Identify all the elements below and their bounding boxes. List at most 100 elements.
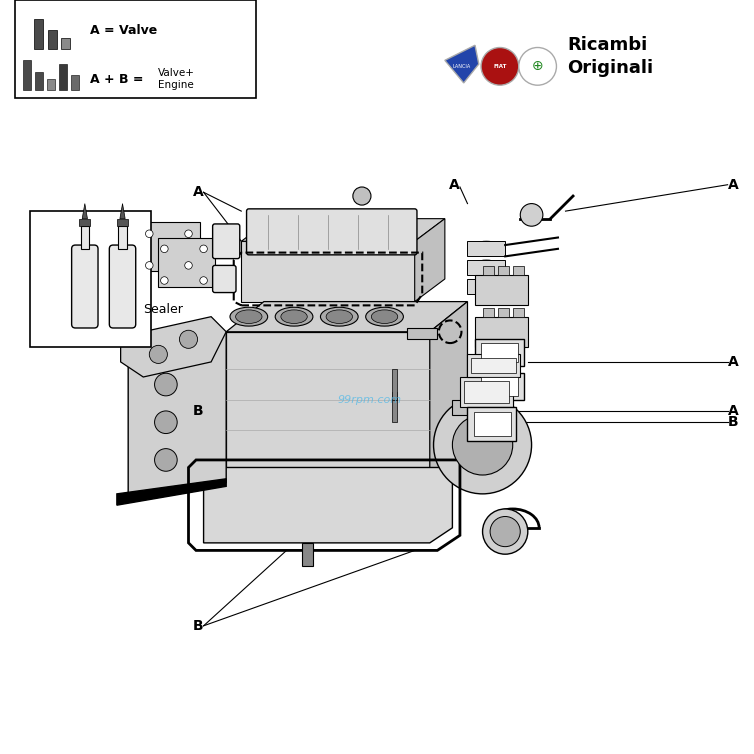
Text: FIAT: FIAT (493, 64, 507, 69)
Bar (513, 308, 524, 317)
Text: A: A (193, 185, 204, 199)
Circle shape (155, 449, 177, 471)
Bar (475, 339, 524, 366)
FancyBboxPatch shape (109, 245, 136, 328)
Text: B: B (193, 404, 204, 418)
Bar (467, 279, 505, 294)
Polygon shape (226, 302, 467, 332)
Text: LANCIA: LANCIA (452, 64, 470, 69)
Bar (467, 354, 520, 377)
Text: B: B (193, 619, 204, 633)
Bar (35, 72, 43, 90)
Polygon shape (415, 219, 445, 302)
FancyBboxPatch shape (213, 224, 240, 259)
Text: A: A (449, 178, 459, 192)
Bar (79, 219, 90, 226)
Bar (475, 373, 524, 400)
Circle shape (490, 516, 520, 547)
Circle shape (185, 262, 192, 269)
Bar (498, 308, 509, 317)
Ellipse shape (230, 308, 268, 326)
Circle shape (519, 48, 556, 85)
Ellipse shape (371, 310, 398, 323)
FancyBboxPatch shape (30, 211, 151, 347)
Ellipse shape (471, 279, 501, 294)
Circle shape (483, 509, 528, 554)
Text: A = Valve: A = Valve (90, 23, 158, 37)
Ellipse shape (471, 241, 501, 256)
Text: Ricambi
Originali: Ricambi Originali (567, 36, 653, 77)
Bar (143, 222, 200, 271)
Bar (467, 241, 505, 256)
Bar (481, 377, 518, 396)
Bar (475, 317, 528, 347)
Bar (483, 266, 494, 275)
Text: A: A (728, 355, 738, 369)
Bar (474, 412, 511, 436)
Text: A: A (728, 178, 738, 192)
Bar (471, 358, 516, 373)
Bar (452, 400, 513, 415)
FancyBboxPatch shape (15, 0, 256, 98)
Polygon shape (121, 317, 226, 377)
Circle shape (452, 415, 513, 475)
Polygon shape (430, 302, 467, 483)
Bar (158, 238, 215, 287)
Bar (475, 275, 528, 305)
Circle shape (434, 396, 532, 494)
Ellipse shape (275, 308, 313, 326)
Circle shape (146, 230, 153, 238)
Polygon shape (117, 479, 226, 505)
Circle shape (155, 373, 177, 396)
Ellipse shape (235, 310, 262, 323)
Circle shape (155, 411, 177, 434)
Text: A: A (728, 404, 738, 418)
FancyBboxPatch shape (213, 265, 236, 293)
Polygon shape (204, 467, 452, 543)
Ellipse shape (320, 308, 358, 326)
Bar (81, 226, 89, 249)
Text: ⊕: ⊕ (532, 60, 544, 73)
Bar (71, 75, 79, 90)
Bar (460, 377, 513, 407)
Polygon shape (120, 204, 125, 219)
Bar (513, 266, 524, 275)
Circle shape (481, 48, 519, 85)
Bar (467, 407, 516, 441)
Polygon shape (445, 45, 479, 83)
Circle shape (520, 204, 543, 226)
Circle shape (353, 187, 371, 205)
Circle shape (149, 345, 167, 363)
Bar (481, 343, 518, 362)
Polygon shape (241, 241, 415, 302)
Text: Sealer: Sealer (143, 302, 183, 316)
Text: A + B =: A + B = (90, 72, 144, 86)
Bar (59, 64, 67, 90)
Bar (118, 226, 127, 249)
Bar (392, 392, 397, 422)
Polygon shape (82, 204, 87, 219)
Polygon shape (241, 219, 445, 241)
Bar (47, 79, 55, 90)
Circle shape (200, 277, 207, 284)
Bar (498, 266, 509, 275)
Circle shape (146, 262, 153, 269)
Bar (34, 19, 43, 49)
Bar (48, 30, 57, 49)
Ellipse shape (326, 310, 352, 323)
Circle shape (161, 277, 168, 284)
Circle shape (179, 330, 198, 348)
Text: 99rpm.com: 99rpm.com (337, 394, 402, 405)
Bar (467, 260, 505, 275)
Ellipse shape (366, 308, 403, 326)
Bar (392, 369, 397, 400)
Bar (61, 38, 70, 49)
Bar (117, 219, 128, 226)
Circle shape (200, 245, 207, 253)
Bar (483, 308, 494, 317)
Polygon shape (128, 332, 226, 498)
Ellipse shape (280, 310, 307, 323)
Ellipse shape (471, 260, 501, 275)
Text: Valve+
Engine: Valve+ Engine (158, 69, 195, 90)
Text: B: B (728, 415, 738, 429)
